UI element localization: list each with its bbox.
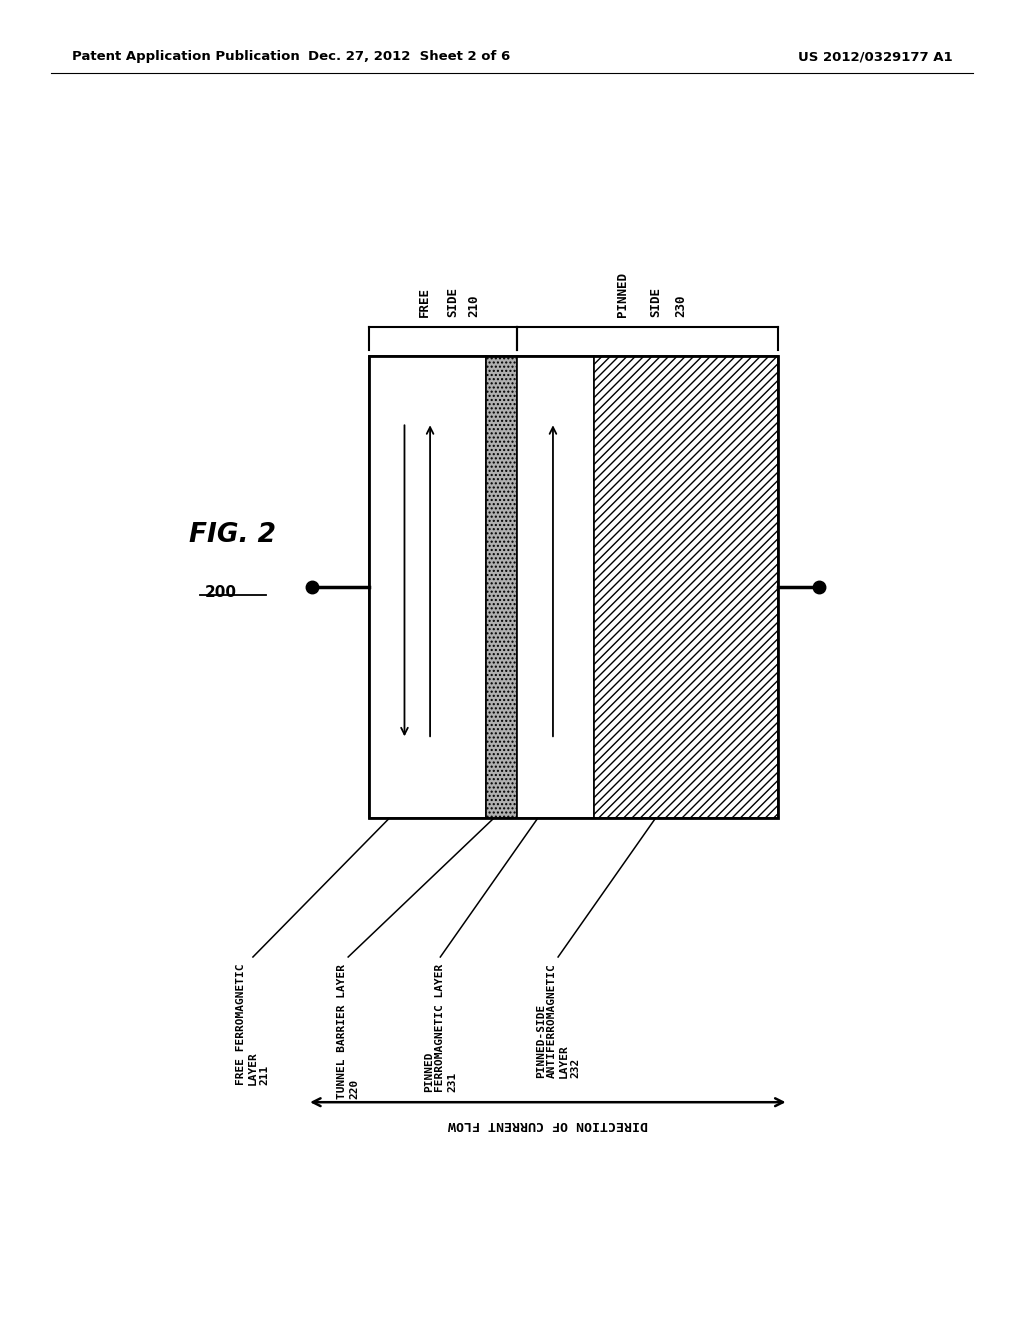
Bar [486,356,517,818]
Text: Dec. 27, 2012  Sheet 2 of 6: Dec. 27, 2012 Sheet 2 of 6 [308,50,511,63]
Text: 230: 230 [674,294,687,317]
Text: DIRECTION OF CURRENT FLOW: DIRECTION OF CURRENT FLOW [447,1118,648,1131]
Text: 200: 200 [205,585,237,599]
Text: Patent Application Publication: Patent Application Publication [72,50,299,63]
Bar [369,356,778,818]
Text: SIDE: SIDE [649,286,663,317]
Text: FREE FERROMAGNETIC
LAYER
211: FREE FERROMAGNETIC LAYER 211 [237,964,269,1085]
Text: FREE: FREE [418,286,431,317]
Text: PINNED
FERROMAGNETIC LAYER
231: PINNED FERROMAGNETIC LAYER 231 [424,964,457,1092]
Bar [517,356,594,818]
Text: TUNNEL BARRIER LAYER
220: TUNNEL BARRIER LAYER 220 [337,964,359,1098]
Text: PINNED-SIDE
ANTIFERROMAGNETIC
LAYER
232: PINNED-SIDE ANTIFERROMAGNETIC LAYER 232 [536,964,581,1078]
Bar [594,356,778,818]
Text: 210: 210 [467,294,480,317]
Text: SIDE: SIDE [446,286,460,317]
Text: US 2012/0329177 A1: US 2012/0329177 A1 [798,50,952,63]
Bar [369,356,486,818]
Text: PINNED: PINNED [615,272,629,317]
Text: FIG. 2: FIG. 2 [189,521,276,548]
